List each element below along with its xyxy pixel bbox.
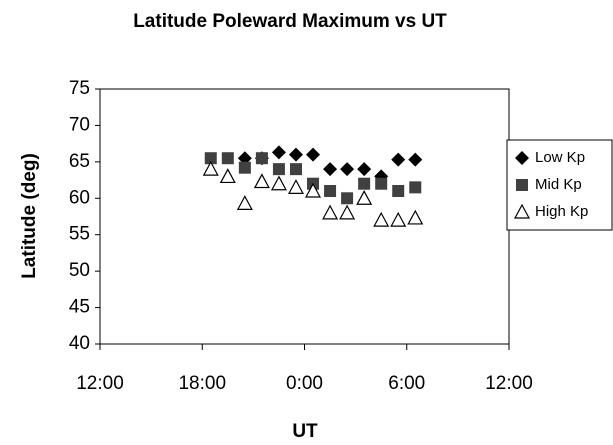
diamond-marker	[323, 162, 338, 177]
y-tick-label: 40	[69, 333, 90, 354]
square-marker	[238, 161, 251, 174]
plot-frame	[99, 88, 510, 345]
square-marker	[289, 163, 302, 176]
triangle-marker	[219, 168, 236, 184]
square-marker	[221, 152, 234, 165]
y-tick-label: 70	[69, 114, 90, 135]
diamond-marker	[340, 162, 355, 177]
diamond-marker	[515, 151, 529, 165]
diamond-marker	[357, 162, 372, 177]
chart-title: Latitude Poleward Maximum vs UT	[133, 11, 447, 32]
triangle-marker	[305, 182, 322, 198]
y-tick-label: 55	[69, 224, 90, 245]
x-tick-label: 18:00	[178, 373, 226, 394]
x-tick-label: 12:00	[485, 373, 533, 394]
x-axis-title: UT	[292, 421, 318, 442]
triangle-marker	[339, 204, 356, 220]
triangle-marker	[253, 173, 270, 189]
diamond-marker	[391, 152, 406, 167]
triangle-marker	[407, 209, 424, 225]
square-marker	[392, 185, 405, 197]
square-marker	[255, 152, 268, 165]
diamond-marker	[271, 145, 286, 160]
square-marker	[409, 181, 422, 194]
triangle-marker	[270, 175, 287, 191]
legend-label: Low Kp	[535, 149, 585, 166]
triangle-marker	[322, 204, 339, 220]
square-marker	[341, 192, 354, 205]
x-tick-label: 12:00	[76, 373, 124, 394]
triangle-marker	[287, 179, 304, 194]
legend-label: High Kp	[535, 203, 588, 220]
triangle-marker	[202, 160, 219, 176]
square-marker	[272, 163, 285, 176]
y-tick-label: 75	[69, 78, 90, 99]
triangle-marker	[236, 195, 253, 210]
y-axis-title: Latitude (deg)	[19, 153, 40, 279]
x-tick-label: 0:00	[286, 373, 323, 394]
square-marker	[204, 152, 217, 165]
y-tick-label: 60	[69, 187, 90, 208]
triangle-marker	[390, 211, 407, 227]
square-marker	[324, 185, 337, 197]
legend-label: Mid Kp	[535, 176, 582, 193]
diamond-marker	[288, 147, 303, 162]
triangle-marker	[356, 190, 373, 205]
diamond-marker	[306, 147, 321, 162]
square-marker	[375, 177, 388, 190]
y-tick-label: 50	[69, 260, 90, 281]
square-marker	[516, 179, 528, 191]
diamond-marker	[408, 152, 423, 167]
triangle-marker	[373, 211, 390, 227]
triangle-marker	[513, 203, 531, 219]
y-tick-label: 65	[69, 151, 90, 172]
x-tick-label: 6:00	[388, 373, 425, 394]
square-marker	[358, 177, 371, 190]
y-tick-label: 45	[69, 297, 90, 318]
